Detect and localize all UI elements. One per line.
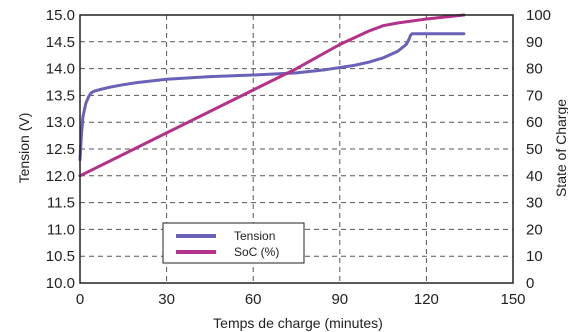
- tick-labels: 10.0 10.5 11.0 11.5 12.0 12.5 13.0 13.5 14.0 14.5…: [46, 7, 551, 308]
- y-right-tick-label: 0: [526, 275, 534, 292]
- series-line-tension: [78, 32, 466, 162]
- y-left-tick-label: 14.5: [46, 34, 75, 51]
- x-tick-label: 150: [500, 291, 525, 308]
- x-tick-label: 30: [158, 291, 175, 308]
- y-right-tick-label: 50: [526, 141, 543, 158]
- y-right-tick-label: 30: [526, 195, 543, 212]
- x-tick-label: 90: [331, 291, 348, 308]
- y-right-tick-label: 100: [526, 7, 551, 24]
- y-right-tick-label: 70: [526, 87, 543, 104]
- y-right-tick-label: 90: [526, 34, 543, 51]
- series-layer: [78, 13, 466, 178]
- legend-box: [162, 222, 305, 264]
- y-left-tick-label: 14.0: [46, 61, 75, 78]
- y-left-tick-label: 13.5: [46, 87, 75, 104]
- x-tick-label: 0: [76, 291, 84, 308]
- y-right-tick-label: 40: [526, 168, 543, 185]
- y-left-tick-label: 11.0: [47, 221, 75, 238]
- y-left-tick-label: 12.5: [46, 141, 75, 158]
- series-line-soc: [78, 13, 466, 178]
- grid: [80, 15, 513, 283]
- x-tick-label: 60: [245, 291, 262, 308]
- y-right-tick-label: 80: [526, 61, 543, 78]
- plot-frame: [79, 14, 514, 284]
- y-axis-left-title: Tension (V): [16, 113, 32, 184]
- legend-label-soc: SoC (%): [234, 245, 279, 259]
- legend-label-tension: Tension: [234, 229, 275, 243]
- y-right-tick-label: 10: [526, 248, 543, 265]
- y-left-tick-label: 11.5: [47, 195, 75, 212]
- x-axis-title: Temps de charge (minutes): [213, 315, 383, 331]
- y-left-tick-label: 10.0: [46, 275, 75, 292]
- legend: Tension SoC (%): [162, 222, 305, 264]
- y-right-tick-label: 60: [526, 114, 543, 131]
- y-left-tick-label: 10.5: [46, 248, 75, 265]
- y-right-tick-label: 20: [526, 221, 543, 238]
- y-left-tick-label: 12.0: [46, 168, 75, 185]
- x-tick-label: 120: [414, 291, 439, 308]
- y-axis-right-title: State of Charge: [553, 99, 568, 197]
- y-left-tick-label: 15.0: [46, 7, 75, 24]
- y-left-tick-label: 13.0: [46, 114, 75, 131]
